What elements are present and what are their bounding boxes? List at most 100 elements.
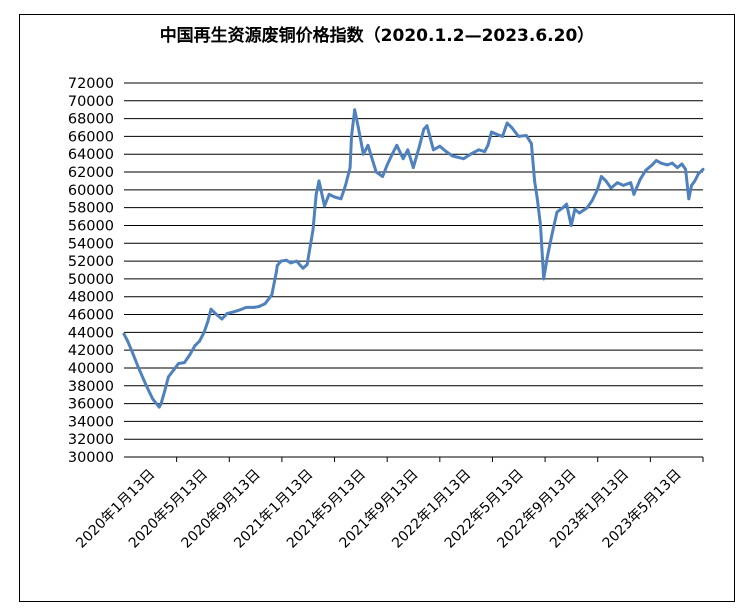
y-tick-label: 52000 (68, 254, 114, 270)
data-point (670, 161, 674, 165)
data-point (595, 188, 599, 192)
data-point (137, 366, 141, 370)
data-point (469, 152, 472, 156)
data-point (654, 159, 658, 162)
data-point (231, 310, 235, 314)
data-point (644, 168, 648, 172)
data-point (687, 197, 691, 201)
data-point (629, 181, 633, 185)
data-point (501, 135, 504, 138)
data-point (339, 197, 343, 201)
data-point (401, 157, 405, 161)
data-point (225, 312, 229, 316)
data-point (202, 330, 206, 334)
data-point (444, 150, 448, 153)
data-point (356, 126, 360, 129)
data-point (650, 163, 654, 167)
data-point (305, 263, 309, 267)
y-tick-label: 50000 (68, 272, 114, 288)
data-point (285, 258, 288, 262)
data-point (198, 339, 201, 343)
data-point (675, 166, 679, 169)
data-point (348, 166, 352, 169)
y-tick-label: 32000 (68, 432, 114, 448)
x-axis (124, 456, 704, 462)
data-point (244, 306, 248, 309)
data-point (263, 302, 267, 306)
data-point (122, 332, 126, 336)
data-point (659, 161, 663, 165)
data-point (490, 130, 493, 134)
data-point (157, 405, 161, 409)
data-point (390, 152, 394, 156)
data-point (159, 402, 163, 405)
data-point (411, 166, 415, 169)
y-tick-label: 56000 (68, 218, 114, 234)
data-point (252, 306, 256, 309)
data-point (483, 150, 487, 153)
data-point (395, 143, 399, 147)
data-point (126, 339, 130, 343)
y-tick-label: 40000 (68, 361, 114, 377)
data-point (323, 204, 326, 208)
data-point (632, 192, 636, 196)
data-point (462, 157, 466, 161)
data-point (130, 350, 134, 354)
data-point (550, 232, 554, 236)
data-point (621, 184, 625, 187)
data-point (406, 148, 410, 152)
data-point (535, 197, 539, 201)
chart-title: 中国再生资源废铜价格指数（2020.1.2—2023.6.20） (159, 26, 595, 46)
data-point (417, 145, 421, 149)
data-point (438, 144, 442, 148)
y-tick-label: 66000 (68, 129, 114, 145)
y-tick-label: 54000 (68, 236, 114, 252)
y-tick-label: 62000 (68, 165, 114, 181)
data-point (209, 307, 213, 311)
data-point (350, 135, 353, 138)
data-point (529, 142, 533, 145)
data-point (569, 224, 573, 227)
y-tick-label: 48000 (68, 290, 114, 306)
data-point (585, 206, 589, 210)
y-tick-label: 72000 (68, 76, 114, 92)
data-point (561, 206, 565, 210)
y-tick-label: 70000 (68, 94, 114, 110)
data-point (565, 202, 569, 206)
data-point (542, 277, 546, 281)
data-point (295, 259, 298, 263)
gridlines (124, 82, 703, 440)
data-point (166, 375, 170, 379)
data-point (684, 167, 688, 171)
data-point (163, 389, 167, 393)
data-point (311, 228, 315, 232)
data-point (505, 121, 509, 125)
data-point (183, 361, 186, 365)
data-point (477, 148, 481, 152)
data-point (665, 163, 669, 167)
data-point (301, 266, 305, 270)
x-axis-tick-labels: 2020年1月13日2020年5月13日2020年9月13日2021年1月13日… (73, 467, 684, 552)
data-point (151, 397, 155, 401)
y-tick-label: 46000 (68, 308, 114, 324)
data-point (193, 344, 197, 348)
data-point (616, 181, 619, 185)
data-point (327, 192, 331, 196)
series-group (122, 108, 705, 409)
data-point (257, 305, 261, 308)
y-tick-label: 42000 (68, 343, 114, 359)
data-point (353, 108, 357, 112)
y-tick-label: 30000 (68, 450, 114, 466)
data-point (555, 210, 559, 214)
data-point (145, 384, 148, 388)
data-point (693, 179, 697, 183)
data-point (369, 154, 373, 158)
data-point (680, 162, 684, 166)
data-point (422, 127, 426, 131)
data-point (279, 259, 283, 263)
y-tick-label: 44000 (68, 325, 114, 341)
data-point (374, 170, 378, 174)
data-point (177, 362, 180, 365)
y-tick-label: 68000 (68, 112, 114, 128)
data-point (289, 261, 293, 265)
